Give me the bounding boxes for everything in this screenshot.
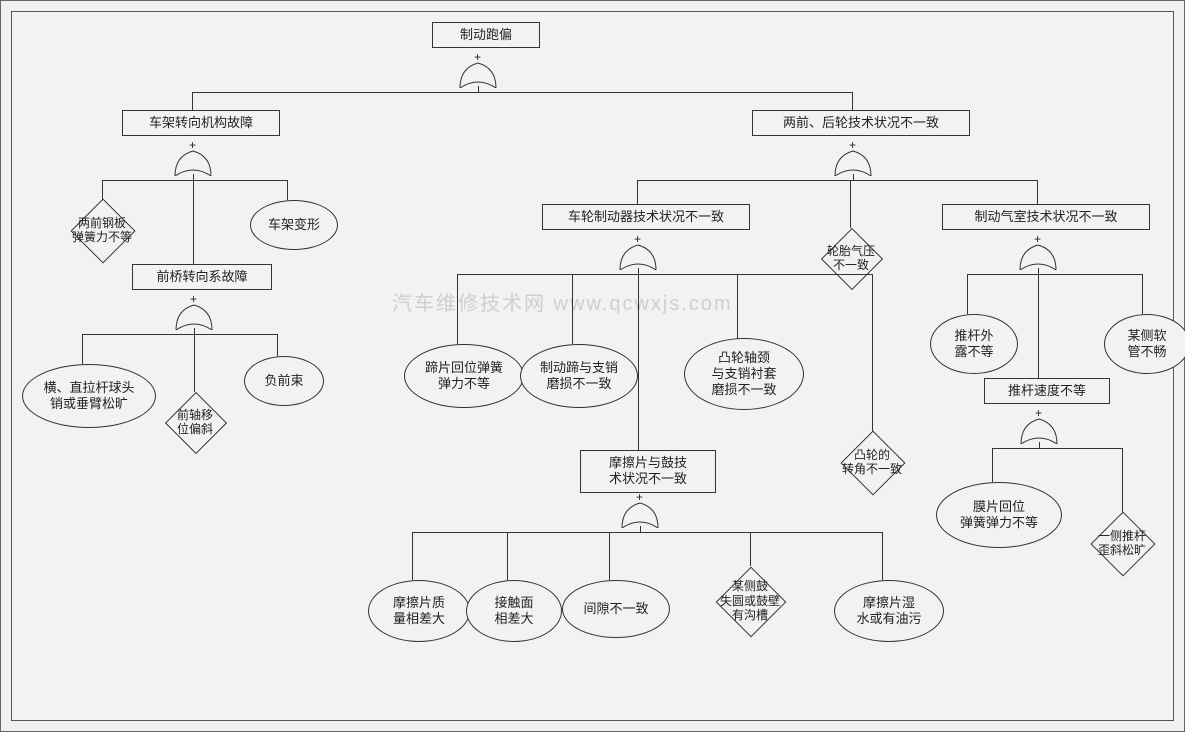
or-gate: [1018, 244, 1058, 270]
node-l3b-e1: 蹄片回位弹簧弹力不等: [404, 344, 524, 408]
or-gate: [833, 150, 873, 176]
node-l3b-e2: 制动蹄与支销磨损不一致: [520, 344, 638, 408]
node-l1b: 两前、后轮技术状况不一致: [752, 110, 970, 136]
node-l4b-e1: 摩擦片质量相差大: [368, 580, 470, 642]
fault-tree-diagram: 汽车维修技术网 www.qcwxjs.com 制动跑偏 + 车架转向机构故障 +…: [11, 11, 1174, 721]
or-gate: [618, 244, 658, 270]
node-l3a-d1: 前轴移位偏斜: [152, 392, 238, 452]
node-l3b-r1: 摩擦片与鼓技术状况不一致: [580, 450, 716, 493]
node-l4b-e2: 接触面相差大: [466, 580, 562, 642]
node-l4c-e1: 膜片回位弹簧弹力不等: [936, 482, 1062, 548]
node-root: 制动跑偏: [432, 22, 540, 48]
node-l2b-r1: 车轮制动器技术状况不一致: [542, 204, 750, 230]
watermark-text: 汽车维修技术网 www.qcwxjs.com: [392, 287, 733, 316]
node-l2a-r1: 前桥转向系故障: [132, 264, 272, 290]
or-gate: [620, 502, 660, 528]
node-l3a-e2: 负前束: [244, 356, 324, 406]
node-l4b-e3: 间隙不一致: [562, 580, 670, 638]
or-gate: [174, 304, 214, 330]
node-l3a-e1: 横、直拉杆球头销或垂臂松旷: [22, 364, 156, 428]
node-l4c-d1: 一侧推杆歪斜松旷: [1068, 512, 1176, 574]
or-gate: [458, 62, 498, 88]
node-l2a-e1: 车架变形: [250, 200, 338, 250]
node-l2b-r2: 制动气室技术状况不一致: [942, 204, 1150, 230]
node-l3c-e2: 某侧软管不畅: [1104, 314, 1185, 374]
node-l3c-e1: 推杆外露不等: [930, 314, 1018, 374]
or-gate: [1019, 418, 1059, 444]
node-l3c-r1: 推杆速度不等: [984, 378, 1110, 404]
node-l4b-e4: 摩擦片湿水或有油污: [834, 580, 944, 642]
node-l1a: 车架转向机构故障: [122, 110, 280, 136]
node-l2a-d1: 两前钢板弹簧力不等: [52, 200, 152, 260]
node-l2b-d1: 轮胎气压不一致: [806, 228, 896, 288]
node-l3b-d1: 凸轮的转角不一致: [822, 432, 922, 492]
outer-frame: 汽车维修技术网 www.qcwxjs.com 制动跑偏 + 车架转向机构故障 +…: [0, 0, 1185, 732]
node-l3b-e3: 凸轮轴颈与支销衬套磨损不一致: [684, 338, 804, 410]
node-l4b-d1: 某侧鼓失圆或鼓壁有沟槽: [694, 564, 806, 638]
or-gate: [173, 150, 213, 176]
